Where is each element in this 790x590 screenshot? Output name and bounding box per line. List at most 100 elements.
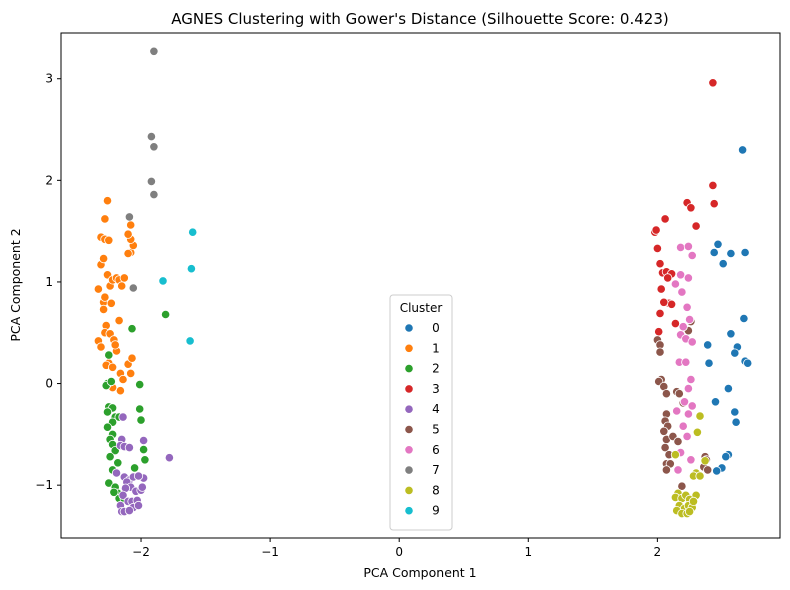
point-cluster-7-5 — [124, 212, 134, 222]
point-cluster-7-1 — [146, 132, 156, 142]
point-cluster-4-6 — [111, 468, 122, 478]
point-cluster-6-3 — [675, 270, 686, 280]
legend-label-3: 3 — [432, 382, 440, 396]
point-cluster-0-9 — [730, 348, 740, 358]
point-cluster-4-24 — [137, 482, 147, 492]
x-tick-label: 0 — [395, 545, 403, 559]
point-cluster-8-1 — [692, 427, 703, 437]
point-cluster-4-4 — [124, 442, 134, 453]
x-axis-label: PCA Component 1 — [363, 565, 476, 580]
point-cluster-1-43 — [110, 340, 120, 350]
legend-marker-7 — [404, 465, 414, 475]
point-cluster-8-17 — [688, 496, 699, 506]
y-axis: −1 0 1 2 3 — [35, 72, 61, 492]
legend-marker-5 — [404, 424, 414, 435]
point-cluster-6-25 — [673, 465, 683, 475]
point-cluster-3-4 — [686, 203, 696, 213]
legend-box — [389, 294, 453, 531]
point-cluster-1-28 — [108, 362, 118, 372]
point-cluster-1-40 — [126, 220, 136, 230]
point-cluster-3-1 — [708, 180, 718, 190]
point-cluster-2-13 — [102, 422, 113, 432]
point-cluster-1-16 — [100, 292, 110, 302]
point-cluster-2-6 — [135, 379, 145, 390]
point-cluster-5-9 — [661, 389, 672, 399]
point-cluster-7-3 — [146, 176, 156, 186]
point-cluster-6-22 — [682, 431, 692, 441]
point-cluster-6-7 — [682, 302, 692, 312]
point-cluster-1-41 — [123, 248, 133, 259]
x-tick-label: 2 — [654, 545, 662, 559]
point-cluster-3-17 — [666, 299, 677, 309]
point-cluster-0-19 — [721, 452, 731, 462]
point-cluster-1-14 — [93, 284, 104, 294]
point-cluster-5-4 — [655, 347, 665, 357]
legend-marker-2 — [404, 363, 414, 374]
point-cluster-3-19 — [655, 308, 665, 318]
point-cluster-0-4 — [740, 247, 750, 258]
legend-title: Cluster — [400, 301, 443, 315]
point-cluster-6-6 — [677, 287, 687, 297]
point-cluster-2-0 — [161, 309, 171, 320]
point-cluster-4-28 — [124, 505, 134, 516]
point-cluster-6-15 — [686, 374, 696, 385]
point-cluster-0-5 — [709, 247, 719, 258]
point-cluster-4-15 — [118, 490, 128, 500]
point-cluster-5-20 — [660, 442, 670, 453]
point-cluster-6-21 — [678, 421, 688, 431]
point-cluster-6-19 — [683, 409, 694, 419]
point-cluster-0-11 — [743, 358, 753, 368]
point-cluster-8-3 — [700, 456, 710, 466]
point-cluster-2-26 — [109, 487, 119, 497]
point-cluster-6-12 — [687, 337, 697, 347]
point-cluster-4-23 — [133, 500, 144, 511]
point-cluster-4-26 — [133, 471, 144, 481]
point-cluster-3-2 — [709, 199, 719, 209]
point-cluster-1-12 — [119, 273, 129, 283]
point-cluster-6-0 — [675, 242, 686, 252]
point-cluster-3-9 — [652, 243, 663, 253]
point-cluster-2-5 — [106, 376, 116, 387]
point-cluster-0-6 — [739, 313, 749, 324]
x-axis: −2 −1 0 1 2 — [132, 538, 661, 559]
y-tick-label: 3 — [45, 72, 53, 86]
point-cluster-1-30 — [118, 374, 128, 385]
point-cluster-6-8 — [684, 314, 695, 325]
point-cluster-1-39 — [123, 229, 133, 239]
point-cluster-0-15 — [710, 397, 721, 407]
point-cluster-5-11 — [674, 389, 684, 399]
point-cluster-7-0 — [149, 46, 159, 56]
legend-label-9: 9 — [432, 504, 440, 518]
legend-label-2: 2 — [432, 362, 440, 376]
point-cluster-1-31 — [115, 386, 126, 396]
point-cluster-2-21 — [104, 478, 114, 488]
point-cluster-3-15 — [656, 284, 666, 294]
legend-label-0: 0 — [432, 321, 440, 335]
point-cluster-6-17 — [679, 397, 690, 407]
legend-label-4: 4 — [432, 402, 440, 416]
point-cluster-9-3 — [185, 336, 195, 346]
point-cluster-1-23 — [96, 342, 106, 352]
x-tick-label: 1 — [524, 545, 532, 559]
point-cluster-3-20 — [670, 318, 681, 329]
legend-marker-4 — [404, 404, 414, 414]
point-cluster-4-5 — [139, 435, 149, 446]
point-cluster-5-28 — [703, 465, 713, 475]
y-tick-label: 1 — [45, 275, 53, 289]
x-tick-label: −1 — [261, 545, 279, 559]
point-cluster-0-1 — [713, 239, 723, 249]
legend-marker-9 — [404, 506, 414, 516]
legend-marker-1 — [404, 343, 414, 353]
point-cluster-1-4 — [104, 235, 114, 245]
point-cluster-3-7 — [651, 225, 661, 235]
legend-label-7: 7 — [432, 463, 440, 477]
point-cluster-0-12 — [703, 340, 713, 350]
chart-title: AGNES Clustering with Gower's Distance (… — [171, 10, 668, 28]
point-cluster-2-29 — [139, 444, 149, 455]
point-cluster-0-3 — [726, 248, 736, 259]
plot-frame — [60, 32, 781, 539]
legend-marker-6 — [404, 445, 414, 455]
point-cluster-3-21 — [654, 327, 664, 337]
point-cluster-2-28 — [136, 415, 146, 425]
